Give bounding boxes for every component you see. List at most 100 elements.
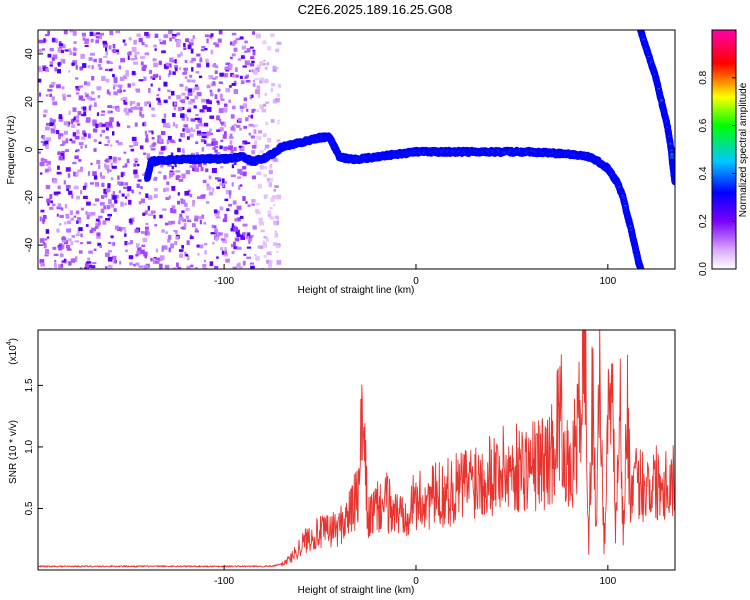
noise-cell [172,209,177,214]
noise-cell [233,246,238,250]
noise-cell [134,54,137,58]
noise-cell [53,124,56,129]
noise-cell [78,95,84,101]
noise-cell [108,91,111,96]
noise-cell [89,31,94,37]
noise-cell [201,147,205,152]
noise-cell [116,52,120,55]
noise-cell [65,167,71,172]
noise-cell [104,143,109,146]
noise-cell [104,252,110,257]
noise-cell [179,83,184,87]
noise-cell [91,227,96,232]
noise-cell [61,50,64,53]
noise-cell [128,218,133,223]
noise-cell [116,123,121,127]
noise-cell [231,223,235,228]
noise-cell [192,201,195,207]
noise-cell [191,79,196,83]
noise-cell [135,254,139,257]
noise-cell [69,30,74,33]
noise-cell [90,38,94,43]
noise-cell [171,220,175,225]
noise-cell [220,247,224,251]
noise-cell [252,51,256,56]
noise-cell [173,106,177,111]
noise-cell [251,199,256,203]
noise-cell [250,46,254,49]
noise-cell [177,54,181,58]
noise-cell [42,48,45,51]
noise-cell [195,152,199,156]
noise-cell [119,76,125,82]
noise-cell [165,62,170,65]
noise-cell [238,266,243,269]
noise-cell [123,151,127,154]
noise-cell [273,188,276,192]
noise-cell [81,32,86,37]
noise-cell [58,156,64,161]
noise-cell [269,260,273,264]
noise-cell [106,89,110,95]
noise-cell [162,40,166,45]
noise-cell [214,76,218,79]
noise-cell [233,89,238,94]
noise-cell [251,175,256,180]
noise-cell [160,131,166,136]
noise-cell [157,139,160,144]
noise-cell [188,101,193,105]
noise-cell [45,68,49,72]
noise-cell [125,249,129,253]
noise-cell [124,196,128,199]
noise-cell [125,101,128,105]
noise-cell [54,264,57,269]
noise-cell [137,247,142,252]
noise-cell [204,48,208,51]
noise-cell [90,52,95,56]
noise-cell [93,128,98,133]
noise-cell [236,205,242,211]
noise-cell [157,102,162,106]
noise-cell [143,76,147,81]
noise-cell [164,264,170,269]
noise-cell [262,41,267,45]
noise-cell [239,105,245,109]
noise-cell [263,254,267,258]
noise-cell [188,107,192,110]
noise-cell [224,198,229,201]
noise-cell [71,124,76,128]
noise-cell [214,149,218,153]
noise-cell [56,84,61,89]
noise-cell [44,249,50,254]
noise-cell [209,128,213,132]
noise-cell [88,106,92,111]
noise-cell [181,99,185,104]
noise-cell [204,140,207,144]
noise-cell [277,220,279,226]
noise-cell [117,89,122,94]
svg-text:(x104): (x104) [6,338,19,365]
noise-cell [174,64,179,70]
noise-cell [51,37,56,43]
noise-cell [221,122,224,126]
noise-cell [134,228,139,233]
noise-cell [55,130,60,135]
noise-cell [222,218,228,223]
noise-cell [213,42,217,45]
noise-cell [117,157,122,161]
colorbar-tick-label: 0.6 [698,118,709,132]
noise-cell [95,198,100,202]
noise-cell [93,139,97,143]
noise-cell [276,251,279,253]
noise-cell [189,74,193,78]
noise-cell [263,103,267,107]
noise-cell [271,83,276,87]
noise-cell [233,40,237,45]
spectrogram-y-tick-label: 40 [24,48,35,60]
noise-cell [150,257,153,262]
noise-cell [136,33,141,37]
noise-cell [153,214,156,219]
noise-cell [194,215,199,221]
noise-cell [266,251,272,255]
noise-cell [177,200,180,205]
